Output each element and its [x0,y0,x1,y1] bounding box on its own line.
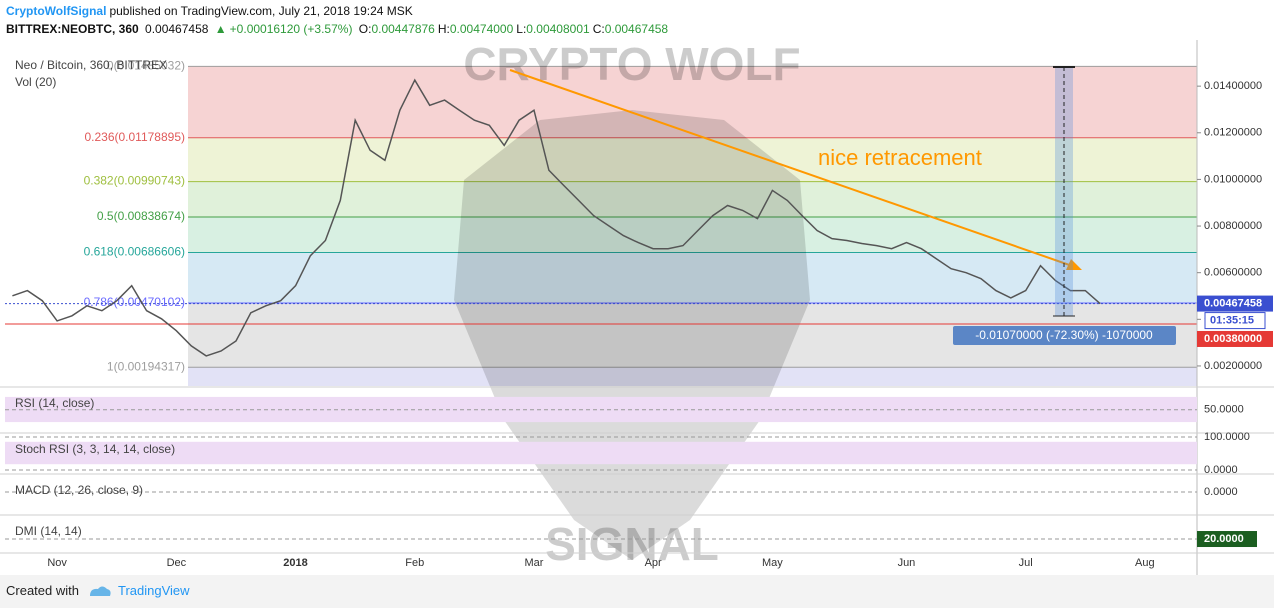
x-tick-label: Apr [645,557,662,569]
x-tick-label: Nov [47,557,67,569]
up-icon: ▲ [214,22,227,36]
fib-band [188,181,1197,218]
panel-label: DMI (14, 14) [15,524,82,538]
y-tick-label: 0.00800000 [1204,220,1262,232]
watermark: CRYPTO WOLF [463,38,800,90]
price-line [12,78,1101,357]
y-tick-label: 0.01000000 [1204,173,1262,185]
ohlc-key: C: [592,22,605,36]
x-tick-label: Jun [898,557,916,569]
arrow-head [1066,259,1082,270]
fib-label: 0.5(0.00838674) [97,209,185,223]
x-tick-label: Feb [405,557,424,569]
ohlc-key: L: [516,22,527,36]
header-line-1: CryptoWolfSignal published on TradingView… [6,4,416,18]
y-tick-label: 0.00200000 [1204,360,1262,372]
support-tag [1197,330,1273,347]
annotation: nice retracement [818,145,982,170]
panel-band [5,441,1197,465]
x-tick-label: 2018 [283,557,307,569]
fib-band [188,252,1197,303]
measure-label-box [953,326,1176,345]
fib-label: 0.382(0.00990743) [84,174,185,188]
ohlc-value: 0.00474000 [449,22,514,36]
ohlc-key: H: [437,22,450,36]
fib-band [188,367,1197,386]
ohlc-value: 0.00467458 [604,22,669,36]
change: +0.00016120 (+3.57%) [229,22,353,36]
ohlc: O:0.00447876 H:0.00474000 L:0.00408001 C:0.… [359,22,671,36]
ohlc-value: 0.00408001 [526,22,590,36]
published: published on TradingView.com, July 21, 2… [109,4,413,18]
last: 0.00467458 [145,22,209,36]
panel-tick-label: 50.0000 [1204,404,1244,416]
panel-tag [1197,531,1257,548]
countdown: 01:35:15 [1210,314,1254,326]
panel-label: RSI (14, close) [15,396,94,410]
last-price-label: 0.00467458 [1204,297,1262,309]
panel-tick-label: 0.0000 [1204,486,1238,498]
logo [90,586,111,596]
panel-label: Stoch RSI (3, 3, 14, 14, close) [15,442,175,456]
y-tick-label: 0.01200000 [1204,127,1262,139]
x-tick-label: Aug [1135,557,1155,569]
brand[interactable]: TradingView [118,583,190,598]
countdown-tag [1204,312,1266,330]
symbol: BITTREX:NEOBTC, 360 [6,22,139,36]
trend-arrow [509,69,1079,269]
support-label: 0.00380000 [1204,333,1262,345]
author[interactable]: CryptoWolfSignal [6,4,107,18]
footer: Created with TradingView [0,575,1274,608]
panel-label: MACD (12, 26, close, 9) [15,483,143,497]
watermark: SIGNAL [545,518,719,570]
fib-band [188,66,1197,138]
created: Created with [6,583,79,598]
panel-tick-label: 0.0000 [1204,464,1238,476]
fib-label: 0.786(0.00470102) [84,295,185,309]
fib-band [188,137,1197,182]
fib-label: 0.236(0.01178895) [84,130,185,144]
y-tick-label: 0.00600000 [1204,267,1262,279]
ohlc-value: 0.00447876 [371,22,435,36]
fib-label: 1(0.00194317) [107,359,185,373]
legend-entry: Neo / Bitcoin, 360, BITTREX [15,58,167,72]
measure-label: -0.01070000 (-72.30%) -1070000 [975,328,1153,342]
x-tick-label: Mar [524,557,543,569]
y-tick-label: 0.01400000 [1204,80,1262,92]
fib-band [188,217,1197,253]
measure-box [1055,67,1073,316]
ohlc-key: O: [358,22,372,36]
header-line-2: BITTREX:NEOBTC, 360 0.00467458 ▲ +0.00016… [6,22,674,36]
panel-tick-label: 100.0000 [1204,431,1250,443]
x-tick-label: Jul [1019,557,1033,569]
x-tick-label: May [762,557,783,569]
fib-label: 0.618(0.00686606) [84,245,185,259]
x-tick-label: Dec [167,557,187,569]
legend-entry: Vol (20) [15,75,56,89]
panel-tick-label: 20.0000 [1204,533,1244,545]
last-price-tag [1197,295,1273,312]
fib-label: 0(0.01485032) [107,58,185,72]
